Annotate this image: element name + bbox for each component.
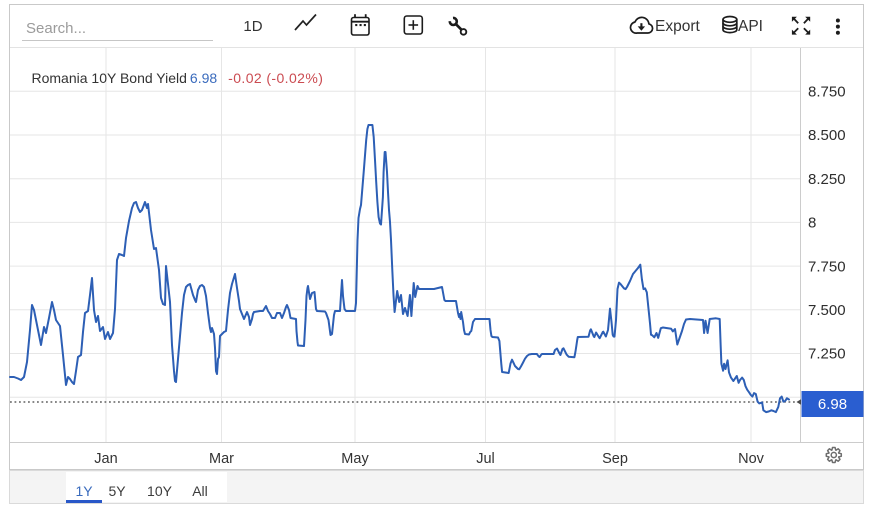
- svg-text:8.500: 8.500: [808, 127, 846, 144]
- svg-text:7.250: 7.250: [808, 346, 846, 363]
- svg-text:Nov: Nov: [738, 451, 765, 467]
- svg-text:Jul: Jul: [476, 451, 495, 467]
- svg-text:May: May: [341, 451, 369, 467]
- svg-text:6.98: 6.98: [818, 396, 847, 413]
- svg-text:Sep: Sep: [602, 451, 628, 467]
- svg-text:Mar: Mar: [209, 451, 234, 467]
- svg-text:8.750: 8.750: [808, 84, 846, 101]
- svg-text:8: 8: [808, 215, 816, 232]
- svg-text:7.750: 7.750: [808, 258, 846, 275]
- svg-text:Jan: Jan: [94, 451, 117, 467]
- svg-text:8.250: 8.250: [808, 171, 846, 188]
- svg-text:7.500: 7.500: [808, 302, 846, 319]
